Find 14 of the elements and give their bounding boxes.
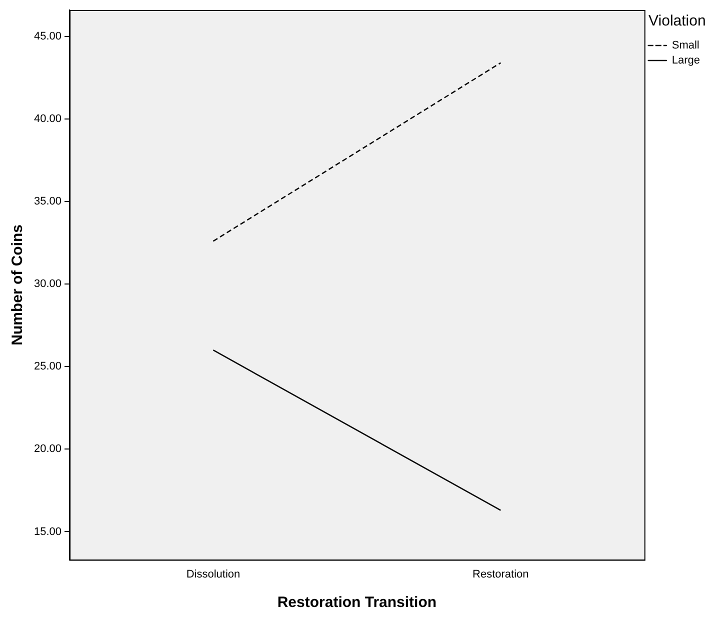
legend-title: Violation [648,12,706,30]
y-axis-title: Number of Coins [9,224,26,346]
y-tick-label: 15.00 [34,526,62,538]
y-tick-label: 20.00 [34,443,62,456]
y-tick-label: 25.00 [34,360,62,373]
y-tick-label: 35.00 [34,196,62,208]
x-axis-title: Restoration Transition [277,594,437,612]
y-tick-label: 45.00 [34,30,62,42]
legend-label: Small [672,40,700,52]
y-tick-label: 30.00 [34,278,62,290]
y-tick-label: 40.00 [34,113,62,125]
legend-label: Large [672,54,700,67]
x-tick-label: Restoration [472,568,529,580]
x-tick-label: Dissolution [186,568,240,580]
